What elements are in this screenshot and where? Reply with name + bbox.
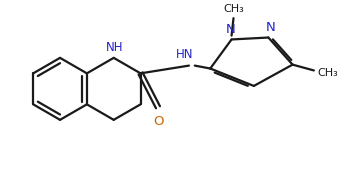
Text: CH₃: CH₃ xyxy=(318,68,339,78)
Text: O: O xyxy=(154,115,164,128)
Text: N: N xyxy=(266,21,275,34)
Text: HN: HN xyxy=(176,48,194,61)
Text: N: N xyxy=(226,23,236,36)
Text: NH: NH xyxy=(106,41,123,54)
Text: CH₃: CH₃ xyxy=(223,4,244,14)
